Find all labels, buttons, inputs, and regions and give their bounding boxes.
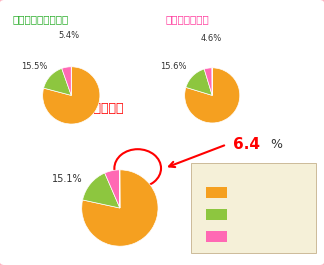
Wedge shape: [185, 68, 240, 123]
Text: 5.4%: 5.4%: [58, 31, 79, 40]
Text: 1本: 1本: [233, 187, 245, 197]
Text: 15.5%: 15.5%: [21, 62, 47, 71]
Wedge shape: [186, 69, 212, 95]
Wedge shape: [83, 173, 120, 208]
Text: %: %: [271, 138, 283, 151]
Wedge shape: [62, 67, 71, 95]
Text: 6.4: 6.4: [233, 137, 260, 152]
Bar: [206, 209, 227, 220]
Text: 15.1%: 15.1%: [52, 174, 83, 184]
Text: 4本以上: 4本以上: [233, 231, 257, 241]
Text: 78.4%: 78.4%: [100, 213, 143, 227]
Text: 福島あかつき桃: 福島あかつき桃: [165, 15, 209, 25]
Wedge shape: [43, 67, 100, 124]
Text: 15.6%: 15.6%: [160, 62, 187, 71]
Text: 79.1%: 79.1%: [55, 96, 94, 106]
Wedge shape: [44, 68, 71, 95]
Wedge shape: [105, 170, 120, 208]
Wedge shape: [82, 170, 158, 246]
Bar: [206, 231, 227, 242]
Text: 79.7%: 79.7%: [194, 94, 233, 104]
Text: つぶつぶゆずみかん: つぶつぶゆずみかん: [13, 15, 69, 25]
Text: 2～3本: 2～3本: [233, 209, 257, 219]
Bar: [206, 187, 227, 198]
Text: りんご飲料商品: りんご飲料商品: [71, 102, 124, 115]
Text: 4.6%: 4.6%: [201, 34, 222, 43]
FancyBboxPatch shape: [191, 163, 316, 253]
Wedge shape: [204, 68, 212, 95]
Text: 凡例: 凡例: [215, 175, 229, 185]
